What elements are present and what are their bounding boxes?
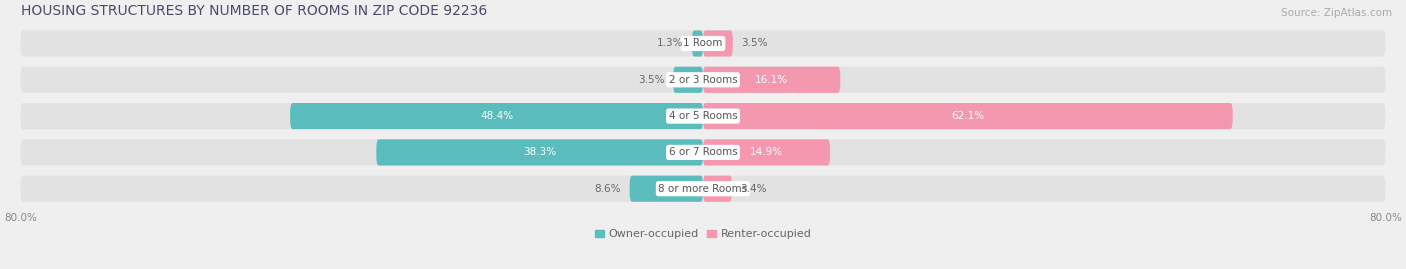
Legend: Owner-occupied, Renter-occupied: Owner-occupied, Renter-occupied bbox=[591, 225, 815, 244]
Text: 2 or 3 Rooms: 2 or 3 Rooms bbox=[669, 75, 737, 85]
Text: 48.4%: 48.4% bbox=[479, 111, 513, 121]
FancyBboxPatch shape bbox=[21, 176, 1385, 202]
FancyBboxPatch shape bbox=[703, 139, 830, 165]
FancyBboxPatch shape bbox=[290, 103, 703, 129]
FancyBboxPatch shape bbox=[703, 103, 1233, 129]
FancyBboxPatch shape bbox=[703, 30, 733, 56]
Text: 3.5%: 3.5% bbox=[638, 75, 665, 85]
FancyBboxPatch shape bbox=[21, 67, 1385, 93]
Text: HOUSING STRUCTURES BY NUMBER OF ROOMS IN ZIP CODE 92236: HOUSING STRUCTURES BY NUMBER OF ROOMS IN… bbox=[21, 4, 486, 18]
Text: 14.9%: 14.9% bbox=[749, 147, 783, 157]
Text: 1.3%: 1.3% bbox=[657, 38, 683, 48]
Text: 8.6%: 8.6% bbox=[595, 184, 621, 194]
FancyBboxPatch shape bbox=[21, 139, 1385, 165]
Text: 3.5%: 3.5% bbox=[741, 38, 768, 48]
Text: 62.1%: 62.1% bbox=[952, 111, 984, 121]
FancyBboxPatch shape bbox=[703, 176, 733, 202]
FancyBboxPatch shape bbox=[630, 176, 703, 202]
FancyBboxPatch shape bbox=[377, 139, 703, 165]
Text: 8 or more Rooms: 8 or more Rooms bbox=[658, 184, 748, 194]
FancyBboxPatch shape bbox=[21, 30, 1385, 56]
Text: 4 or 5 Rooms: 4 or 5 Rooms bbox=[669, 111, 737, 121]
FancyBboxPatch shape bbox=[673, 67, 703, 93]
Text: 6 or 7 Rooms: 6 or 7 Rooms bbox=[669, 147, 737, 157]
Text: Source: ZipAtlas.com: Source: ZipAtlas.com bbox=[1281, 8, 1392, 18]
Text: 16.1%: 16.1% bbox=[755, 75, 789, 85]
FancyBboxPatch shape bbox=[703, 67, 841, 93]
Text: 1 Room: 1 Room bbox=[683, 38, 723, 48]
Text: 38.3%: 38.3% bbox=[523, 147, 557, 157]
FancyBboxPatch shape bbox=[21, 103, 1385, 129]
Text: 3.4%: 3.4% bbox=[741, 184, 768, 194]
FancyBboxPatch shape bbox=[692, 30, 703, 56]
